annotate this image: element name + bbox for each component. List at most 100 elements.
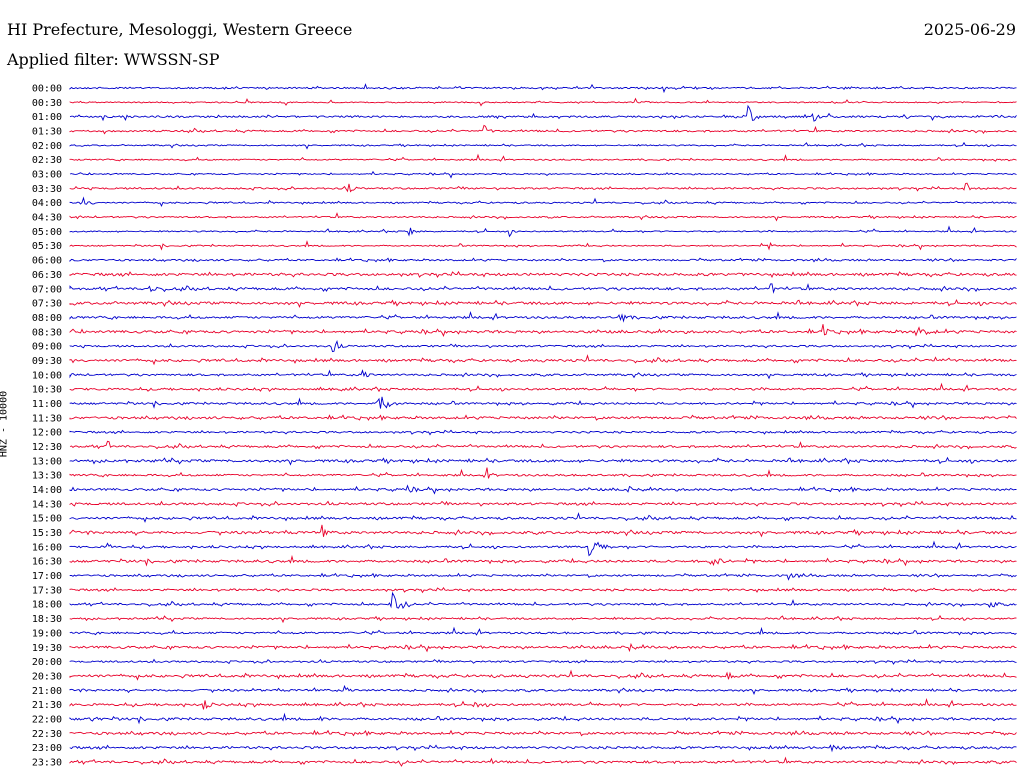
row-time-label: 00:30 xyxy=(32,98,62,109)
trace-row-1000 xyxy=(69,369,1017,380)
trace-row-1700 xyxy=(69,572,1017,581)
row-time-label: 09:30 xyxy=(32,356,62,367)
row-time-label: 17:00 xyxy=(32,571,62,582)
row-time-label: 13:30 xyxy=(32,471,62,482)
trace-row-0930 xyxy=(69,354,1017,366)
trace-row-1400 xyxy=(69,484,1017,495)
row-time-label: 19:00 xyxy=(32,628,62,639)
row-time-label: 16:00 xyxy=(32,542,62,553)
trace-row-2000 xyxy=(69,658,1017,665)
trace-row-0100 xyxy=(69,104,1017,122)
trace-row-0900 xyxy=(69,339,1017,353)
filter-label: Applied filter: WWSSN-SP xyxy=(7,50,220,69)
date-label: 2025-06-29 xyxy=(923,20,1016,39)
row-time-label: 14:00 xyxy=(32,485,62,496)
trace-row-1530 xyxy=(69,524,1017,538)
row-time-label: 09:00 xyxy=(32,342,62,353)
trace-row-0200 xyxy=(69,141,1017,150)
trace-row-2230 xyxy=(69,729,1017,737)
trace-row-1800 xyxy=(69,591,1017,609)
row-time-label: 06:30 xyxy=(32,270,62,281)
row-time-label: 16:30 xyxy=(32,557,62,568)
row-time-label: 18:30 xyxy=(32,614,62,625)
trace-row-0600 xyxy=(69,257,1017,263)
trace-row-0400 xyxy=(69,196,1017,207)
row-time-label: 19:30 xyxy=(32,643,62,654)
trace-row-0800 xyxy=(69,310,1017,323)
trace-row-2130 xyxy=(69,698,1017,710)
row-time-label: 05:00 xyxy=(32,227,62,238)
row-time-label: 21:00 xyxy=(32,686,62,697)
row-time-label: 03:30 xyxy=(32,184,62,195)
trace-row-0130 xyxy=(69,124,1017,135)
row-time-label: 05:30 xyxy=(32,241,62,252)
row-time-label: 10:30 xyxy=(32,385,62,396)
row-time-label: 22:00 xyxy=(32,714,62,725)
row-time-label: 06:00 xyxy=(32,256,62,267)
trace-row-2200 xyxy=(69,712,1017,725)
trace-row-2330 xyxy=(69,756,1017,767)
trace-row-0430 xyxy=(69,212,1017,222)
trace-row-1930 xyxy=(69,642,1017,653)
row-time-label: 20:00 xyxy=(32,657,62,668)
trace-row-1730 xyxy=(69,587,1017,594)
trace-row-1300 xyxy=(69,456,1017,466)
trace-row-1330 xyxy=(69,467,1017,479)
row-time-label: 03:00 xyxy=(32,170,62,181)
trace-row-0230 xyxy=(69,153,1017,162)
trace-row-0300 xyxy=(69,170,1017,179)
row-time-label: 21:30 xyxy=(32,700,62,711)
trace-row-0030 xyxy=(69,97,1017,107)
trace-row-1500 xyxy=(69,512,1017,523)
row-time-label: 18:00 xyxy=(32,600,62,611)
row-time-label: 15:00 xyxy=(32,514,62,525)
row-time-label: 12:00 xyxy=(32,428,62,439)
trace-row-1430 xyxy=(69,500,1017,508)
trace-row-2100 xyxy=(69,684,1017,695)
trace-row-2030 xyxy=(69,669,1017,681)
trace-row-0730 xyxy=(69,299,1017,308)
trace-row-0830 xyxy=(69,324,1017,337)
trace-row-1230 xyxy=(69,440,1017,450)
row-time-label: 14:30 xyxy=(32,499,62,510)
station-title: HI Prefecture, Mesologgi, Western Greece xyxy=(7,20,353,39)
trace-row-0500 xyxy=(69,225,1017,238)
row-time-label: 17:30 xyxy=(32,585,62,596)
row-time-label: 08:30 xyxy=(32,327,62,338)
row-time-label: 11:00 xyxy=(32,399,62,410)
trace-row-0000 xyxy=(69,83,1017,94)
row-time-label: 23:00 xyxy=(32,743,62,754)
trace-row-1600 xyxy=(69,540,1017,557)
row-time-label: 20:30 xyxy=(32,671,62,682)
trace-row-1830 xyxy=(69,614,1017,624)
trace-row-2300 xyxy=(69,744,1017,753)
row-time-label: 04:00 xyxy=(32,198,62,209)
trace-row-0330 xyxy=(69,182,1017,193)
row-time-label: 10:00 xyxy=(32,370,62,381)
trace-row-1900 xyxy=(69,626,1017,636)
row-time-label: 04:30 xyxy=(32,213,62,224)
row-time-label: 22:30 xyxy=(32,729,62,740)
trace-row-1130 xyxy=(69,414,1017,422)
row-time-label: 00:00 xyxy=(32,84,62,95)
row-time-label: 01:30 xyxy=(32,127,62,138)
row-time-label: 02:30 xyxy=(32,155,62,166)
trace-row-1200 xyxy=(69,429,1017,436)
row-time-label: 11:30 xyxy=(32,413,62,424)
trace-row-0530 xyxy=(69,240,1017,251)
row-time-label: 12:30 xyxy=(32,442,62,453)
row-time-label: 13:00 xyxy=(32,456,62,467)
trace-row-0630 xyxy=(69,270,1017,279)
row-time-label: 02:00 xyxy=(32,141,62,152)
trace-row-1030 xyxy=(69,382,1017,393)
row-time-label: 15:30 xyxy=(32,528,62,539)
trace-row-1630 xyxy=(69,554,1017,567)
row-time-label: 01:00 xyxy=(32,112,62,123)
row-time-label: 07:00 xyxy=(32,284,62,295)
trace-row-0700 xyxy=(69,283,1017,294)
row-time-label: 07:30 xyxy=(32,299,62,310)
trace-row-1100 xyxy=(69,396,1017,409)
row-time-label: 23:30 xyxy=(32,757,62,768)
row-time-label: 08:00 xyxy=(32,313,62,324)
